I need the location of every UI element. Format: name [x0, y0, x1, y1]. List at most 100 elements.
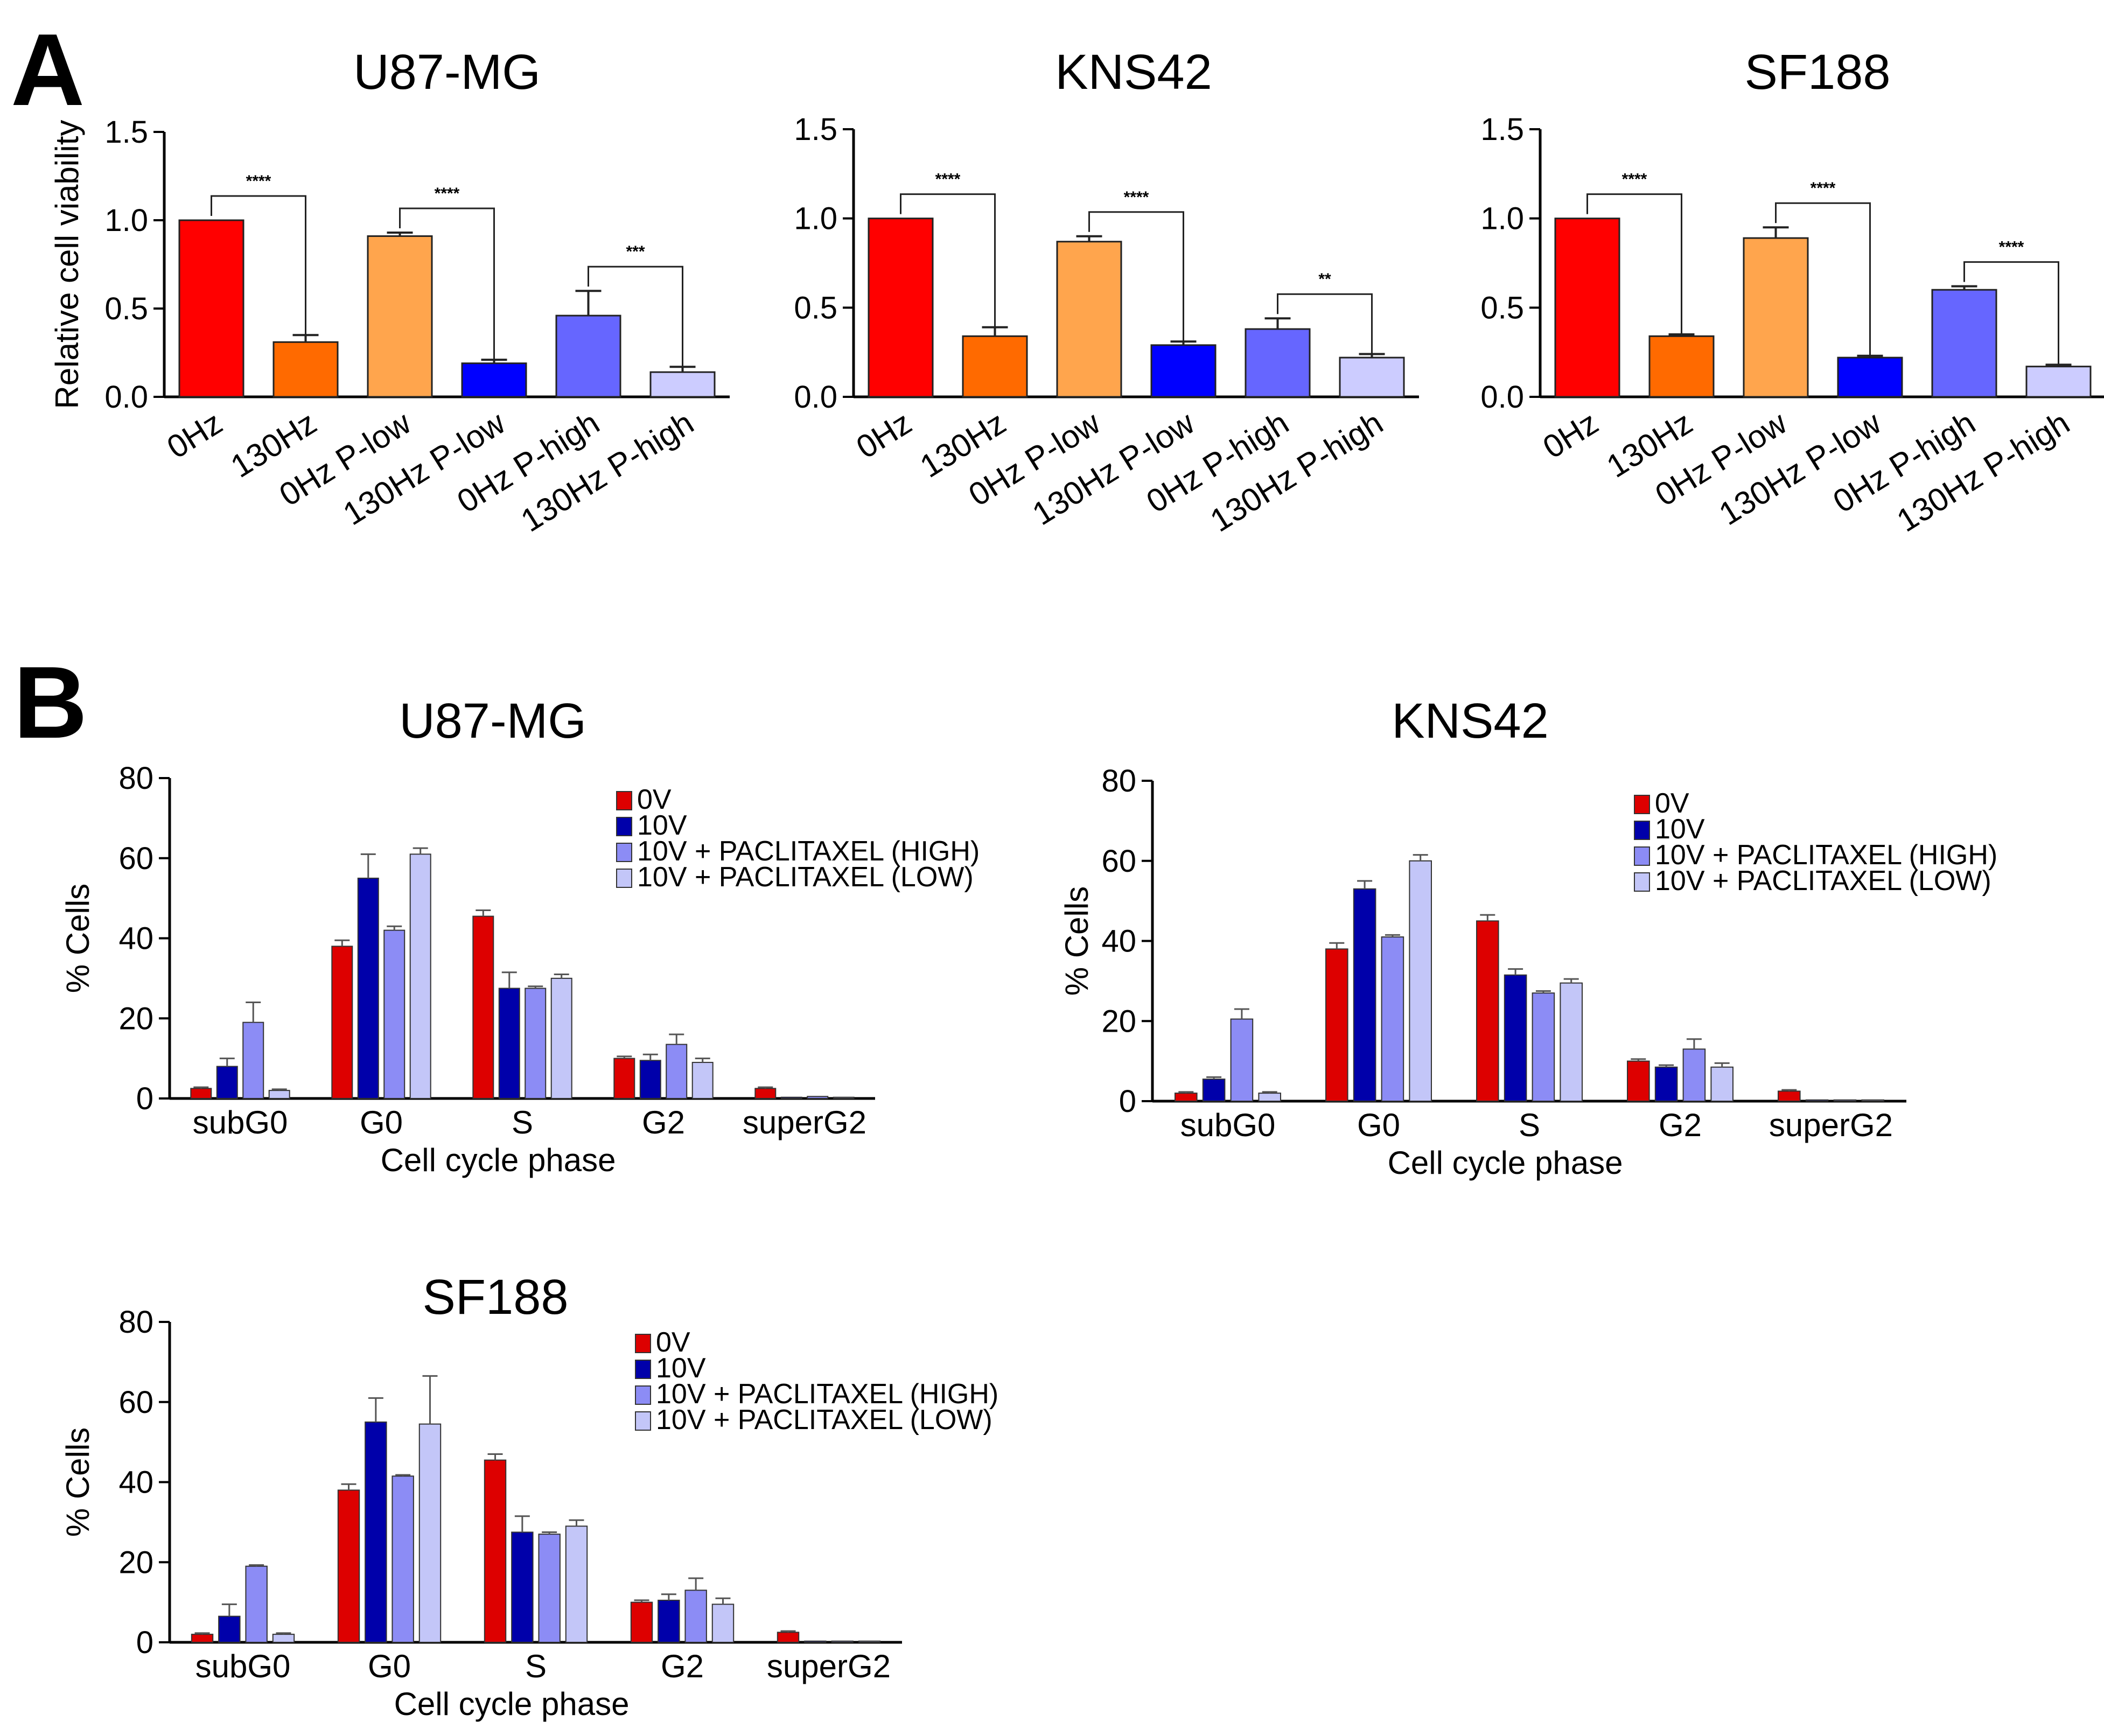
bar [691, 1062, 714, 1099]
bar [613, 1058, 635, 1099]
legend-label: 10V + PACLITAXEL (LOW) [637, 862, 974, 893]
x-tick-label: G0 [1357, 1107, 1400, 1143]
x-axis-label: Cell cycle phase [381, 1142, 616, 1178]
bar [367, 235, 433, 398]
x-tick-label: S [1519, 1107, 1540, 1143]
significance-label: *** [626, 243, 645, 261]
bar [178, 219, 244, 398]
bar [242, 1021, 264, 1099]
legend-swatch [616, 791, 632, 810]
significance-label: **** [935, 171, 961, 188]
bar [1710, 1066, 1733, 1102]
bar [1560, 982, 1583, 1102]
bar [511, 1531, 534, 1643]
bar [1175, 1093, 1198, 1102]
x-tick-label: 0Hz [1536, 404, 1604, 465]
bar [409, 853, 431, 1099]
significance-bracket [399, 207, 495, 363]
bar [1381, 936, 1404, 1102]
bar [831, 1640, 854, 1643]
significance-label: **** [435, 185, 460, 202]
bar [1554, 218, 1620, 398]
x-tick-label: superG2 [767, 1648, 891, 1684]
legend-swatch [635, 1385, 651, 1405]
bar [418, 1423, 442, 1643]
y-tick-label: 0.5 [104, 291, 148, 326]
bar [804, 1640, 827, 1643]
bar [1150, 344, 1217, 398]
bar [1648, 335, 1715, 398]
x-axis-label: Cell cycle phase [1388, 1145, 1623, 1181]
significance-label: ** [1318, 270, 1331, 288]
bar [272, 1634, 295, 1643]
bar [1504, 974, 1527, 1102]
bar [1245, 328, 1311, 398]
panel-label-b: B [13, 646, 87, 760]
y-tick-label: 40 [1101, 924, 1136, 959]
chart-title: SF188 [422, 1270, 568, 1325]
bar [1532, 992, 1555, 1102]
y-tick-label: 20 [1101, 1004, 1136, 1039]
bar [1805, 1099, 1829, 1102]
bar [684, 1590, 707, 1643]
significance-label: **** [1124, 188, 1149, 206]
x-tick-label: superG2 [1769, 1107, 1893, 1143]
y-axis-label: Relative cell viability [49, 120, 85, 409]
significance-bracket [900, 193, 996, 337]
bar [1654, 1066, 1678, 1102]
bar [711, 1604, 735, 1643]
y-tick-label: 40 [118, 921, 153, 956]
bar [498, 988, 520, 1099]
y-tick-label: 1.0 [104, 203, 148, 238]
bar [1476, 920, 1499, 1102]
bar [461, 362, 527, 398]
significance-label: **** [1999, 239, 2024, 256]
chart-title: SF188 [1744, 45, 1890, 100]
legend-swatch [1634, 846, 1650, 866]
bar [630, 1601, 653, 1643]
y-tick-label: 0.0 [104, 380, 148, 415]
bar [858, 1640, 881, 1643]
significance-bracket [211, 195, 306, 342]
bar [331, 946, 353, 1099]
x-tick-label: subG0 [1180, 1107, 1276, 1143]
bar [1682, 1048, 1706, 1102]
chart-title: U87-MG [399, 694, 586, 748]
bar [357, 877, 379, 1099]
bar [538, 1534, 561, 1643]
x-tick-label: G2 [642, 1104, 685, 1140]
bar [649, 371, 716, 398]
y-tick-label: 0 [136, 1625, 153, 1660]
bar [1931, 289, 1997, 398]
bar [1230, 1018, 1254, 1102]
bar [191, 1634, 214, 1643]
bar [1258, 1093, 1281, 1102]
bar [392, 1475, 414, 1643]
bar [472, 915, 494, 1099]
chart-a1: U87-MG 0.0 0.5 1.0 1.5 Relative cell viabilit… [49, 45, 730, 539]
bar [555, 314, 621, 398]
y-tick-label: 0 [1119, 1084, 1136, 1119]
bar [383, 929, 406, 1099]
legend-swatch [635, 1411, 651, 1431]
legend-label: 0V [637, 784, 672, 815]
legend-swatch [616, 817, 632, 836]
x-tick-label: G0 [368, 1648, 411, 1684]
legend-swatch [1634, 872, 1650, 892]
bar [1627, 1060, 1650, 1102]
x-tick-label: G0 [360, 1104, 403, 1140]
bar [268, 1090, 290, 1099]
legend-label: 10V + PACLITAXEL (HIGH) [1655, 839, 1997, 871]
bar [525, 988, 547, 1099]
legend-label: 0V [656, 1327, 690, 1358]
y-tick-label: 80 [1101, 764, 1136, 799]
bar [484, 1459, 507, 1643]
bar [1056, 241, 1122, 398]
x-tick-label: G2 [661, 1648, 704, 1684]
bar [666, 1044, 688, 1099]
y-tick-label: 1.0 [794, 201, 837, 236]
x-tick-label: 0Hz [160, 404, 228, 465]
significance-label: **** [1622, 171, 1647, 188]
